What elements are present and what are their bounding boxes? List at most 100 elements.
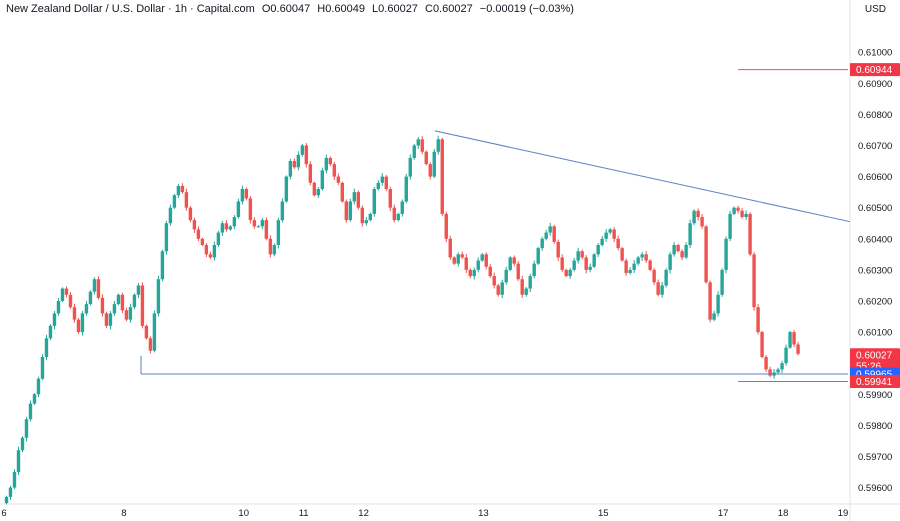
- y-tick-label: 0.60600: [858, 172, 892, 183]
- candle-body: [336, 176, 341, 183]
- candle-body: [184, 192, 189, 208]
- candle-body: [76, 319, 81, 333]
- candle-body: [136, 285, 141, 295]
- candle-body: [580, 251, 584, 258]
- candle-body: [260, 220, 265, 227]
- candle-body: [368, 213, 372, 221]
- candle-body: [212, 245, 217, 258]
- candle-body: [608, 229, 612, 233]
- candle-body: [248, 198, 253, 221]
- candle-body: [180, 185, 185, 193]
- candle-body: [244, 189, 249, 199]
- candle-body: [36, 378, 41, 395]
- candle-body: [504, 269, 508, 283]
- candle-body: [620, 248, 624, 261]
- candle-body: [552, 226, 556, 242]
- candle-body: [720, 269, 724, 295]
- candle-body: [152, 313, 157, 351]
- candle-body: [24, 419, 29, 438]
- y-tick-label: 0.61000: [858, 48, 892, 59]
- candle-body: [524, 288, 528, 295]
- candle-body: [72, 307, 77, 320]
- symbol-title: New Zealand Dollar / U.S. Dollar · 1h · …: [6, 3, 255, 15]
- candle-body: [288, 161, 293, 177]
- candle-body: [104, 313, 109, 326]
- candle-body: [28, 403, 33, 420]
- candle-body: [228, 226, 233, 230]
- candle-body: [324, 157, 329, 171]
- candle-body: [492, 276, 496, 286]
- candle-body: [396, 213, 400, 221]
- x-tick-label: 6: [1, 508, 6, 519]
- candle-body: [428, 164, 432, 177]
- ohlc-low: L0.60027: [372, 3, 418, 15]
- candle-body: [764, 356, 768, 370]
- candle-body: [708, 282, 712, 320]
- x-tick-label: 15: [598, 508, 609, 519]
- candle-body: [308, 164, 313, 183]
- candle-body: [532, 263, 536, 277]
- candle-body: [84, 304, 89, 314]
- y-tick-label: 0.60300: [858, 265, 892, 276]
- candle-body: [124, 310, 129, 320]
- candle-body: [216, 232, 221, 246]
- candle-body: [116, 294, 121, 305]
- candle-body: [540, 238, 544, 249]
- y-tick-label: 0.60400: [858, 234, 892, 245]
- candle-body: [712, 313, 716, 320]
- candle-body: [696, 210, 700, 218]
- candle-body: [616, 238, 620, 249]
- candle-body: [744, 213, 748, 218]
- candle-body: [8, 487, 13, 497]
- candle-body: [40, 356, 45, 379]
- candle-body: [468, 269, 472, 277]
- candle-body: [564, 269, 568, 277]
- candle-body: [412, 145, 416, 158]
- candle-body: [560, 257, 564, 270]
- candle-body: [88, 291, 93, 305]
- x-tick-label: 12: [358, 508, 369, 519]
- candle-body: [208, 254, 213, 258]
- candle-body: [556, 241, 560, 258]
- chart-header: New Zealand Dollar / U.S. Dollar · 1h · …: [6, 3, 578, 15]
- candle-body: [120, 294, 125, 311]
- y-tick-label: 0.60700: [858, 141, 892, 152]
- candle-body: [500, 282, 504, 295]
- y-tick-label: 0.60800: [858, 110, 892, 121]
- candle-body: [372, 189, 376, 214]
- candle-body: [796, 344, 800, 354]
- candle-body: [724, 238, 728, 270]
- descending-trendline: [434, 130, 851, 223]
- candle-body: [568, 269, 572, 277]
- candle-body: [700, 217, 704, 227]
- candle-body: [732, 207, 736, 214]
- candle-body: [572, 260, 576, 270]
- candle-body: [400, 201, 404, 214]
- candle-body: [480, 254, 484, 261]
- x-tick-label: 18: [778, 508, 789, 519]
- candle-body: [788, 332, 792, 348]
- candle-body: [296, 154, 301, 168]
- candle-body: [12, 472, 17, 488]
- candle-body: [60, 288, 65, 301]
- candle-body: [748, 213, 752, 255]
- candle-body: [636, 257, 640, 264]
- candle-body: [360, 207, 365, 224]
- x-tick-label: 19: [838, 508, 849, 519]
- y-tick-label: 0.59900: [858, 390, 892, 401]
- x-tick-label: 11: [299, 508, 309, 519]
- candle-body: [668, 254, 672, 270]
- candle-body: [344, 201, 349, 221]
- candle-body: [600, 238, 604, 246]
- candle-body: [64, 288, 69, 295]
- candle-body: [792, 332, 796, 345]
- candle-body: [196, 229, 201, 239]
- candle-body: [264, 220, 269, 239]
- candle-body: [172, 195, 177, 208]
- candle-body: [108, 313, 113, 326]
- candle-body: [52, 313, 57, 326]
- candle-body: [316, 189, 321, 196]
- candle-body: [680, 251, 684, 258]
- candle-body: [48, 325, 53, 339]
